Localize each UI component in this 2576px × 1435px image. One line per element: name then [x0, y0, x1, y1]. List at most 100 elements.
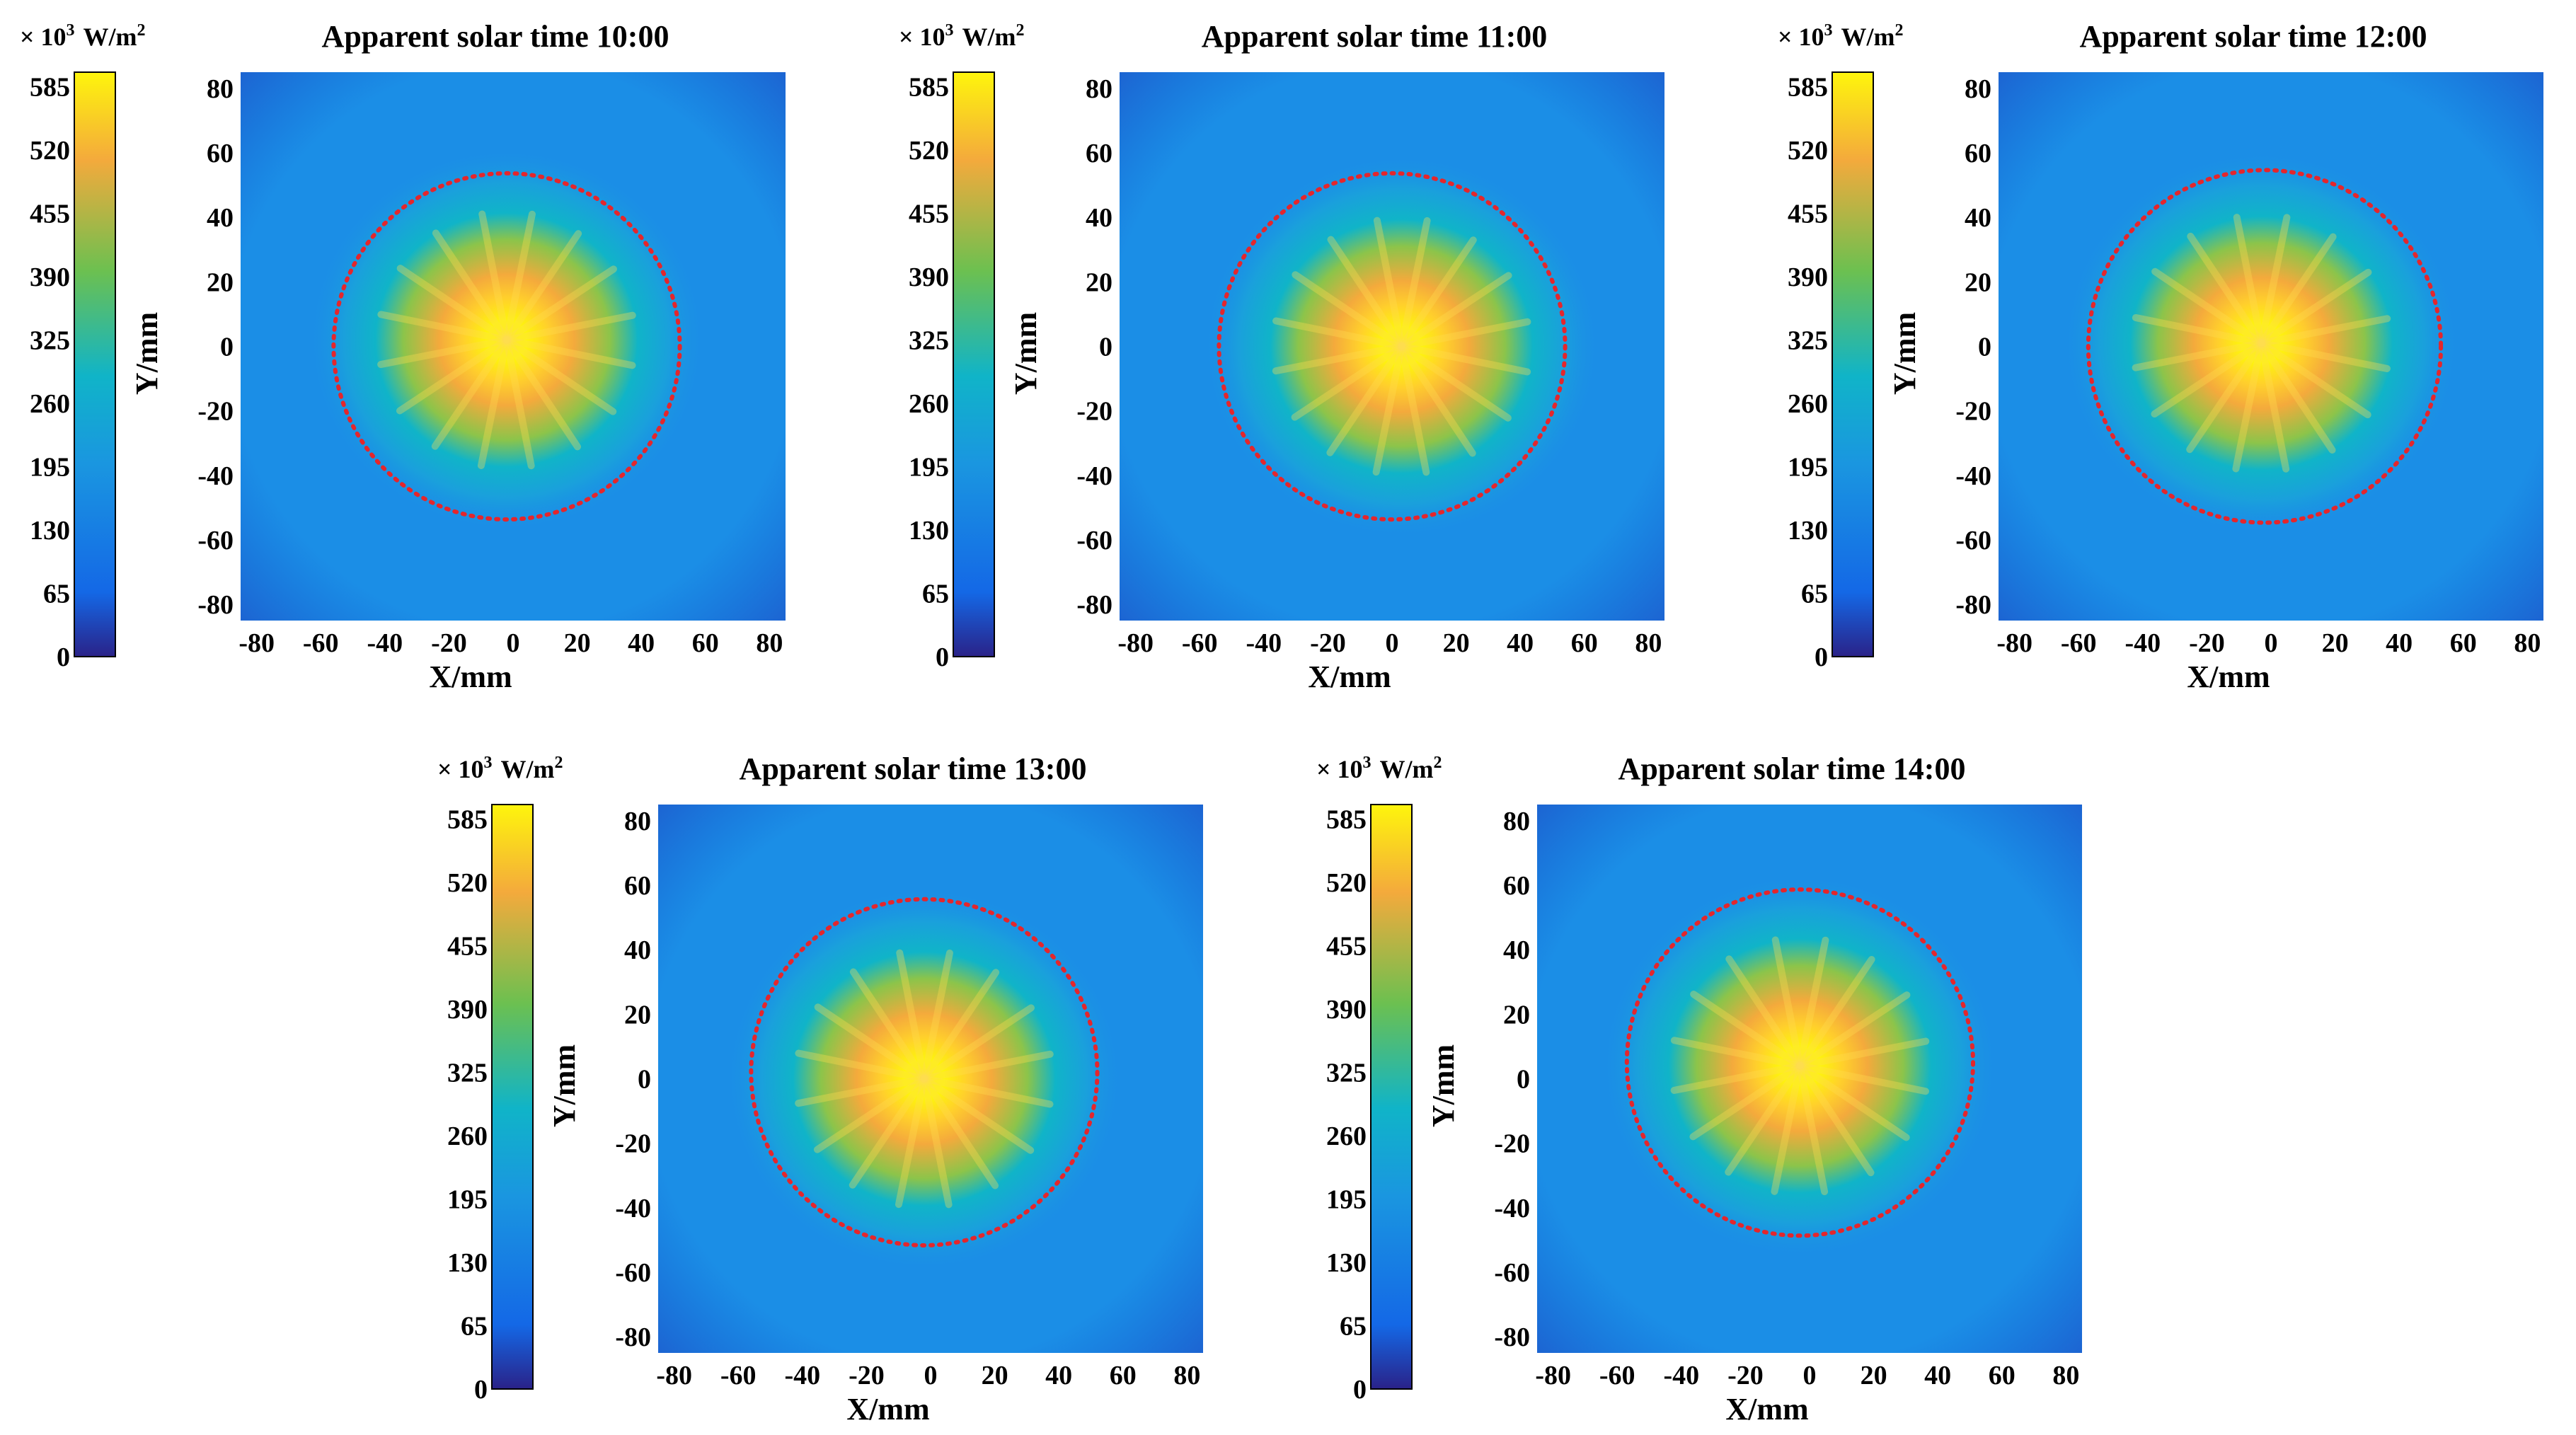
- y-tick: 60: [624, 871, 651, 901]
- colorbar-tick: 325: [30, 326, 70, 356]
- y-tick: -20: [197, 397, 234, 427]
- x-axis-label: X/mm: [1725, 1392, 1808, 1427]
- x-axis-label: X/mm: [2187, 659, 2270, 694]
- panel-1300: Apparent solar time 13:00 × 103 W/m2 585 520…: [418, 732, 1242, 1427]
- colorbar-tick: 65: [1340, 1312, 1367, 1342]
- colorbar: [1832, 71, 1874, 657]
- x-tick: 80: [1635, 628, 1662, 658]
- colorbar-tick: 455: [1326, 932, 1367, 962]
- aperture-ring: [749, 897, 1100, 1247]
- y-tick: 40: [1086, 203, 1112, 233]
- x-tick: 20: [564, 628, 591, 658]
- colorbar-tick: 195: [1788, 453, 1828, 483]
- x-axis-label: X/mm: [429, 659, 512, 694]
- colorbar-tick: 520: [1788, 136, 1828, 166]
- x-tick: -20: [2189, 628, 2225, 658]
- y-tick: -80: [1076, 590, 1112, 620]
- colorbar-tick: 195: [447, 1185, 488, 1215]
- x-tick: -40: [2124, 628, 2161, 658]
- colorbar-tick: 195: [909, 453, 949, 483]
- flux-spot: [725, 886, 1123, 1272]
- colorbar-tick: 260: [1326, 1122, 1367, 1151]
- y-tick: 40: [1503, 935, 1530, 965]
- y-tick: -60: [1955, 526, 1991, 555]
- y-tick: 80: [207, 74, 234, 104]
- colorbar: [74, 71, 116, 657]
- panel-1400: Apparent solar time 14:00 × 103 W/m2 585 520…: [1296, 732, 2121, 1427]
- x-tick: 60: [1110, 1361, 1137, 1390]
- colorbar-tick: 0: [936, 642, 949, 672]
- colorbar-tick: 195: [30, 453, 70, 483]
- x-tick: 60: [1571, 628, 1598, 658]
- colorbar-unit: × 103 W/m2: [1316, 754, 1442, 783]
- x-tick: -20: [1727, 1361, 1764, 1390]
- x-tick: 40: [2386, 628, 2413, 658]
- colorbar-tick: 0: [57, 642, 70, 672]
- colorbar-tick: 130: [447, 1248, 488, 1278]
- colorbar-tick: 585: [1326, 805, 1367, 835]
- y-tick: -80: [1955, 590, 1991, 620]
- colorbar-tick: 325: [1326, 1059, 1367, 1088]
- panel-1100: Apparent solar time 11:00 × 103 W/m2 585 520…: [879, 0, 1703, 694]
- y-axis-label: Y/mm: [547, 1044, 582, 1127]
- x-tick: 20: [1861, 1361, 1887, 1390]
- heatmap-chart: Apparent solar time 11:00 × 103 W/m2 585 520…: [899, 19, 1664, 694]
- x-tick: -80: [1996, 628, 2032, 658]
- y-tick: -20: [615, 1129, 651, 1159]
- colorbar-tick: 130: [909, 516, 949, 546]
- y-tick: -40: [615, 1194, 651, 1223]
- y-tick: 0: [1099, 333, 1112, 362]
- y-tick: -40: [1076, 461, 1112, 491]
- colorbar-tick: 130: [1326, 1248, 1367, 1278]
- heatmap-chart: Apparent solar time 10:00 × 103 W/m2 585 520…: [20, 19, 786, 694]
- y-tick: -80: [615, 1322, 651, 1352]
- x-tick: -40: [784, 1361, 820, 1390]
- y-tick: 60: [207, 139, 234, 168]
- y-tick: -60: [615, 1258, 651, 1288]
- x-axis-label: X/mm: [846, 1392, 929, 1427]
- colorbar-tick: 455: [1788, 200, 1828, 229]
- y-tick: -80: [1494, 1322, 1530, 1352]
- y-tick: -20: [1955, 397, 1991, 427]
- y-tick: 80: [624, 807, 651, 836]
- y-axis-label: Y/mm: [130, 312, 164, 395]
- colorbar-tick: 390: [447, 995, 488, 1025]
- colorbar-tick: 585: [1788, 73, 1828, 103]
- x-tick: 80: [2514, 628, 2541, 658]
- x-tick: 40: [1045, 1361, 1072, 1390]
- aperture-ring: [2086, 168, 2444, 525]
- x-tick: -60: [1182, 628, 1218, 658]
- y-tick: 20: [1965, 267, 1991, 297]
- x-tick: 20: [2322, 628, 2349, 658]
- colorbar-tick: 130: [30, 516, 70, 546]
- heatmap-chart: Apparent solar time 12:00 × 103 W/m2 585 520…: [1778, 19, 2543, 694]
- panel-1200: Apparent solar time 12:00 × 103 W/m2 585 520…: [1758, 0, 2576, 694]
- flux-spot: [1202, 154, 1601, 539]
- y-tick: -40: [1494, 1194, 1530, 1223]
- x-tick: 60: [1989, 1361, 2016, 1390]
- y-tick: -40: [1955, 461, 1991, 491]
- x-tick: 0: [507, 628, 520, 658]
- colorbar-tick: 65: [922, 580, 949, 609]
- colorbar-unit: × 103 W/m2: [437, 754, 563, 783]
- x-tick: -40: [1246, 628, 1282, 658]
- x-tick: 40: [628, 628, 655, 658]
- colorbar-tick: 325: [447, 1059, 488, 1088]
- colorbar-tick: 65: [43, 580, 70, 609]
- colorbar-tick: 585: [447, 805, 488, 835]
- x-tick: -20: [431, 628, 467, 658]
- chart-title: Apparent solar time 14:00: [1618, 751, 1966, 786]
- colorbar-tick: 260: [447, 1122, 488, 1151]
- y-tick: -80: [197, 590, 234, 620]
- colorbar-tick: 390: [909, 263, 949, 292]
- aperture-ring: [331, 171, 682, 522]
- y-tick: 0: [1517, 1065, 1530, 1095]
- y-tick: -60: [1494, 1258, 1530, 1288]
- colorbar-tick: 325: [909, 326, 949, 356]
- x-axis-label: X/mm: [1308, 659, 1391, 694]
- x-tick: 0: [1803, 1361, 1817, 1390]
- y-axis-label: Y/mm: [1008, 312, 1043, 395]
- colorbar-tick: 0: [1815, 642, 1828, 672]
- x-tick: 40: [1507, 628, 1534, 658]
- colorbar-tick: 455: [447, 932, 488, 962]
